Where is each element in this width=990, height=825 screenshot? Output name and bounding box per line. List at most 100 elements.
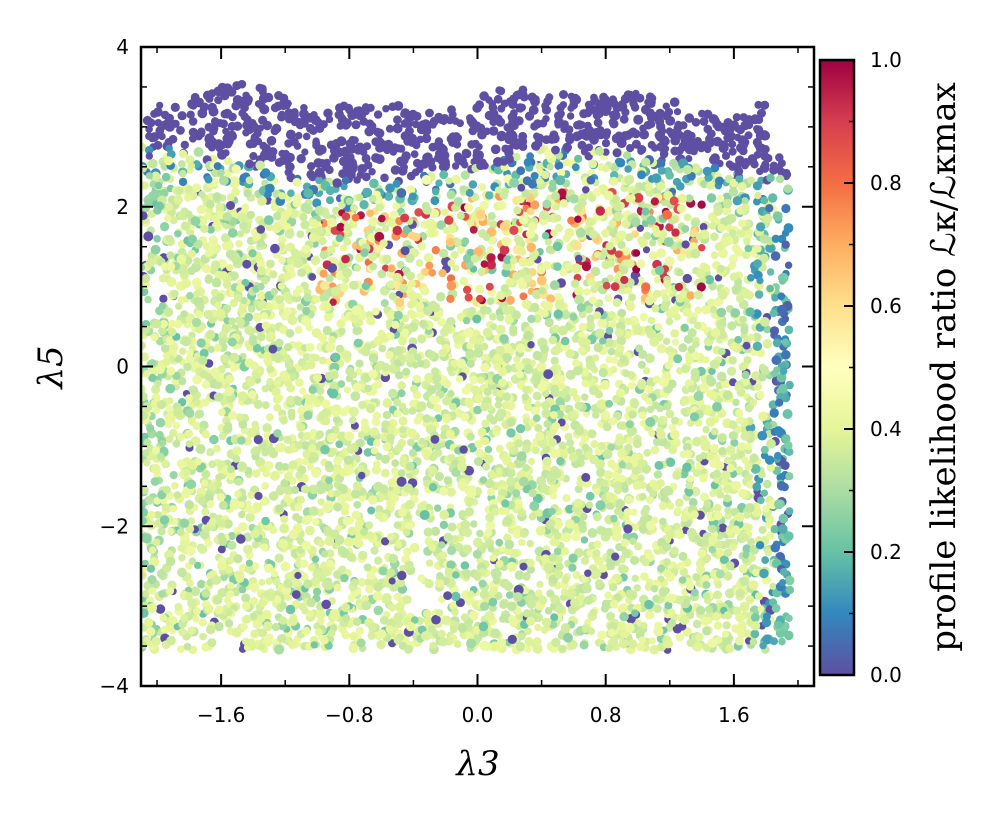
scatter-point [591, 411, 600, 419]
scatter-point [168, 134, 178, 144]
scatter-point [487, 488, 495, 497]
scatter-point [506, 428, 516, 438]
scatter-point [413, 416, 422, 425]
scatter-point [335, 440, 344, 449]
scatter-point [643, 448, 652, 457]
scatter-point [524, 645, 532, 653]
scatter-point [671, 228, 680, 237]
scatter-point [629, 398, 639, 408]
scatter-point [604, 591, 612, 600]
scatter-point [335, 344, 344, 353]
scatter-point [286, 395, 296, 406]
scatter-point [406, 171, 416, 181]
scatter-point [426, 227, 436, 238]
scatter-point [477, 268, 486, 277]
scatter-point [141, 274, 151, 283]
scatter-point [156, 452, 165, 461]
scatter-point [401, 314, 409, 323]
scatter-point [338, 546, 347, 555]
scatter-point [757, 430, 768, 441]
scatter-point [709, 305, 718, 314]
scatter-point [199, 632, 207, 641]
scatter-point [186, 349, 194, 357]
scatter-point [397, 144, 406, 153]
scatter-point [618, 421, 628, 430]
scatter-point [299, 213, 308, 222]
scatter-point [662, 294, 670, 302]
scatter-point [371, 465, 382, 475]
scatter-point [716, 194, 725, 203]
scatter-point [334, 110, 344, 120]
scatter-point [649, 479, 658, 488]
scatter-point [141, 287, 149, 297]
scatter-point [486, 260, 496, 270]
scatter-point [385, 350, 394, 360]
scatter-point [510, 109, 518, 117]
scatter-point [440, 208, 449, 217]
scatter-point [337, 261, 347, 271]
scatter-point [433, 404, 442, 413]
scatter-point [677, 253, 686, 262]
scatter-point [237, 79, 247, 89]
scatter-point [498, 378, 507, 388]
scatter-point [785, 507, 794, 515]
scatter-point [567, 446, 576, 455]
scatter-point [218, 432, 227, 441]
scatter-point [493, 94, 503, 104]
scatter-point [141, 640, 147, 650]
scatter-point [555, 397, 565, 406]
scatter-point [283, 485, 294, 496]
scatter-point [301, 458, 309, 466]
scatter-point [428, 268, 437, 277]
scatter-point [495, 444, 504, 453]
scatter-point [231, 187, 240, 197]
scatter-point [676, 182, 685, 191]
scatter-point [321, 399, 331, 409]
scatter-point [577, 140, 587, 150]
scatter-point [340, 182, 348, 191]
scatter-point [531, 446, 540, 455]
scatter-point [297, 268, 306, 278]
scatter-point [637, 360, 646, 369]
scatter-point [475, 448, 485, 458]
scatter-point [619, 265, 629, 275]
scatter-point [308, 444, 317, 453]
scatter-point [227, 540, 237, 550]
scatter-point [204, 276, 213, 284]
scatter-point [581, 443, 590, 452]
scatter-point [578, 310, 587, 319]
scatter-point [597, 318, 607, 328]
scatter-point [306, 360, 316, 370]
scatter-point [562, 234, 571, 243]
scatter-point [143, 459, 151, 467]
scatter-point [592, 354, 600, 362]
scatter-point [740, 301, 749, 310]
scatter-point [146, 424, 155, 433]
scatter-point [486, 246, 494, 254]
scatter-point [605, 492, 615, 502]
scatter-point [747, 537, 756, 546]
scatter-point [702, 626, 711, 636]
scatter-point [709, 154, 719, 165]
scatter-point [299, 559, 309, 568]
scatter-point [343, 537, 354, 547]
scatter-point [146, 520, 157, 530]
scatter-point [781, 240, 790, 249]
scatter-point [640, 572, 649, 581]
scatter-point [208, 482, 217, 491]
scatter-point [288, 413, 296, 421]
scatter-point [699, 474, 708, 483]
scatter-point [532, 637, 542, 646]
scatter-point [570, 279, 580, 289]
scatter-point [760, 196, 769, 205]
scatter-point [392, 123, 403, 134]
scatter-point [341, 350, 351, 360]
scatter-point [349, 280, 359, 290]
scatter-point [238, 109, 247, 118]
scatter-point [781, 203, 791, 214]
scatter-point [437, 318, 446, 327]
scatter-point [613, 211, 624, 222]
scatter-point [352, 617, 362, 627]
scatter-point [659, 149, 669, 159]
scatter-point [156, 101, 164, 109]
